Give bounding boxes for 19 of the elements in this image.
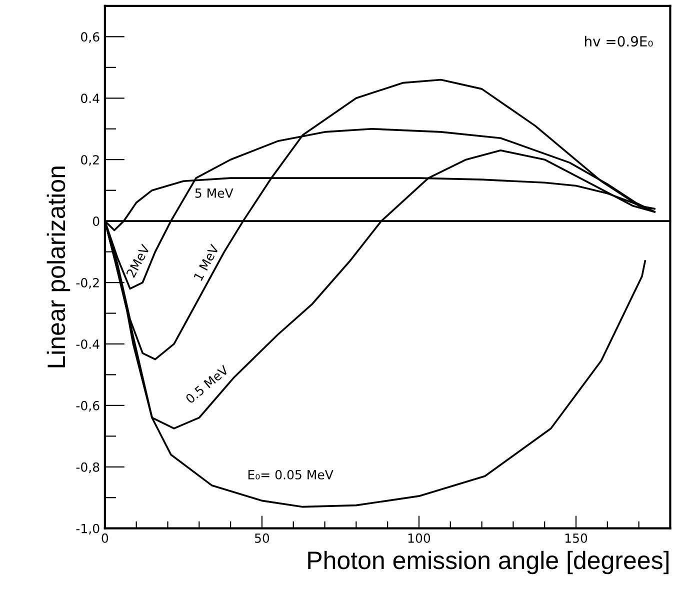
series-label: E₀= 0.05 MeV xyxy=(248,470,334,480)
x-axis-title: Photon emission angle [degrees] xyxy=(308,550,668,574)
y-tick-label: -0,8 xyxy=(76,462,100,474)
y-axis-title: Linear polarization xyxy=(46,166,70,368)
y-tick-label: -1,0 xyxy=(76,524,100,535)
y-tick-label: 0 xyxy=(92,216,100,226)
x-tick-label: 50 xyxy=(254,533,270,543)
y-tick-label: -0.4 xyxy=(76,339,100,349)
x-tick-label: 150 xyxy=(565,533,588,543)
text: 1 MeV xyxy=(194,244,220,282)
x-tick-label: 0 xyxy=(102,533,108,543)
y-tick-label: 0,6 xyxy=(81,32,100,43)
y-tick-label: -0,2 xyxy=(76,278,99,289)
y-tick-label: -0,6 xyxy=(76,400,100,412)
y-tick-label: 0.4 xyxy=(81,94,100,104)
x-tick-label: 100 xyxy=(408,533,430,543)
series-label: 5 MeV xyxy=(195,188,234,198)
annotation: hv =0.9E₀ xyxy=(585,36,653,47)
y-tick-label: 0,2 xyxy=(81,155,99,166)
